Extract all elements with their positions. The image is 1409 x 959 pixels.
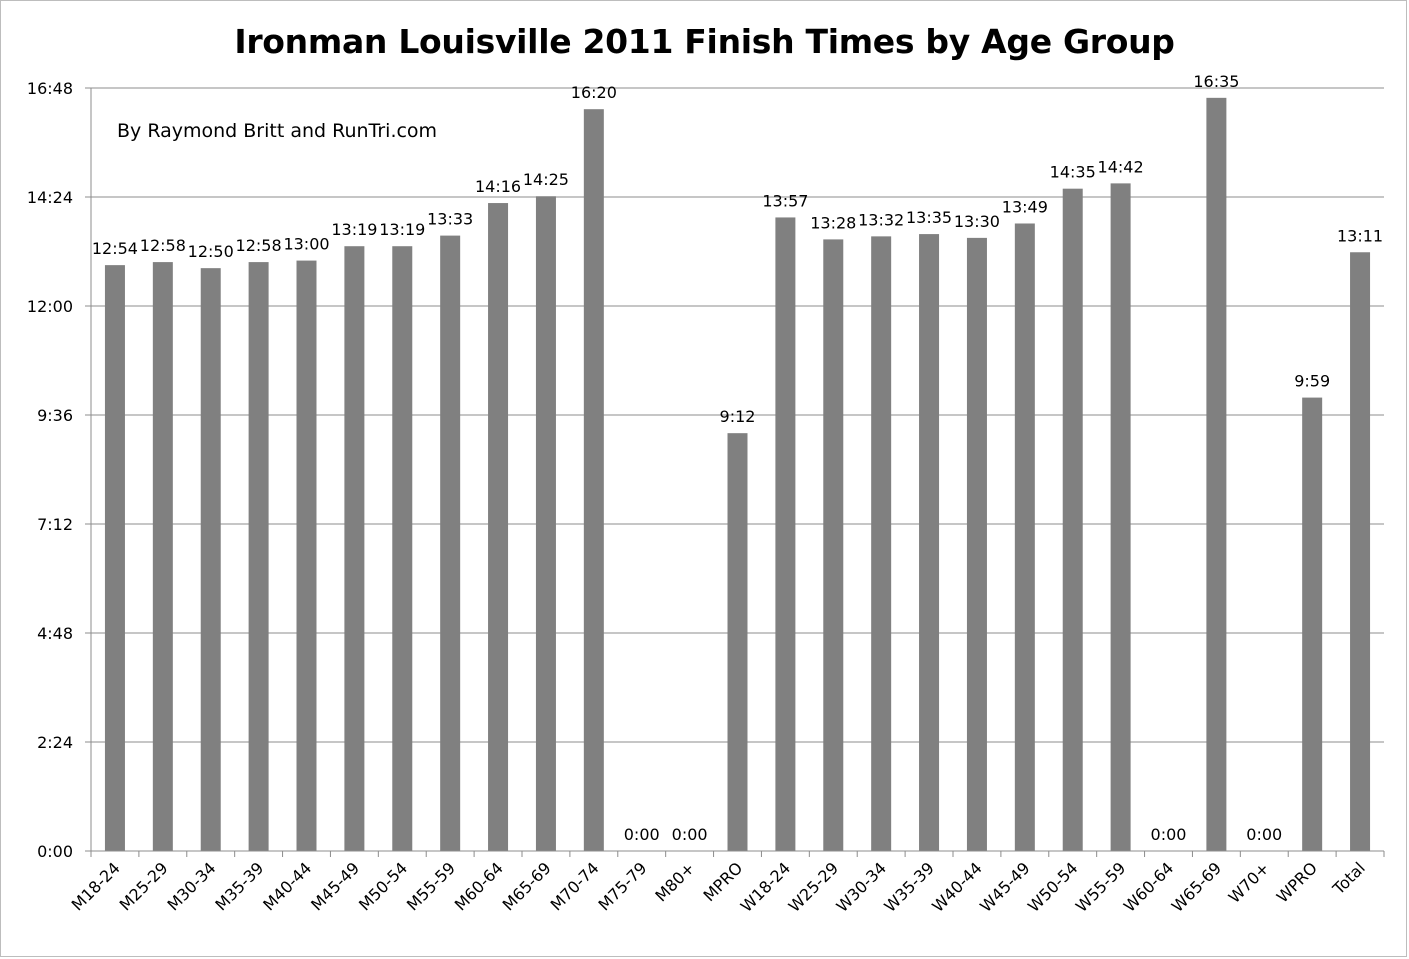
y-tick-label: 4:48: [37, 624, 73, 643]
x-tick-label: M18-24: [68, 858, 124, 914]
x-tick-label: W18-24: [737, 858, 794, 915]
bar: [488, 203, 509, 852]
x-tick-label: M45-49: [307, 858, 363, 914]
data-label: 12:58: [236, 236, 282, 255]
x-tick-label: M55-59: [403, 858, 459, 914]
x-axis-ticks: M18-24M25-29M30-34M35-39M40-44M45-49M50-…: [68, 858, 1369, 915]
bar: [919, 234, 940, 851]
bar: [344, 246, 365, 851]
bar: [535, 196, 556, 852]
bar: [1302, 397, 1323, 851]
bar: [152, 262, 173, 851]
x-tick-label: W70+: [1225, 858, 1274, 907]
data-label: 14:25: [523, 170, 569, 189]
x-tick-label: M40-44: [259, 858, 315, 914]
chart-title: Ironman Louisville 2011 Finish Times by …: [234, 22, 1175, 61]
data-label: 13:57: [762, 191, 808, 210]
bar: [1110, 183, 1131, 851]
data-label: 14:35: [1050, 163, 1096, 182]
y-tick-label: 12:00: [27, 297, 73, 316]
x-tick-label: M65-69: [499, 858, 555, 914]
x-tick-label: W45-49: [976, 858, 1033, 915]
x-tick-label: MPRO: [700, 858, 747, 905]
data-label: 13:19: [379, 220, 425, 239]
x-tick-label: W40-44: [928, 858, 985, 915]
data-label: 12:50: [188, 242, 234, 261]
x-tick-label: M75-79: [594, 858, 650, 914]
bar: [248, 262, 269, 851]
x-tick-label: W25-29: [785, 858, 842, 915]
data-label: 14:16: [475, 177, 521, 196]
x-tick-label: M30-34: [163, 858, 219, 914]
bar: [440, 235, 461, 851]
bar: [1014, 223, 1035, 852]
y-tick-label: 16:48: [27, 79, 73, 98]
data-label: 13:28: [810, 213, 856, 232]
data-label: 9:59: [1294, 372, 1330, 391]
axes: [90, 88, 1385, 857]
bar: [966, 237, 987, 851]
data-label: 9:12: [720, 407, 756, 426]
bar: [104, 265, 125, 851]
data-label: 12:58: [140, 236, 186, 255]
data-label: 16:35: [1193, 72, 1239, 91]
x-tick-label: M60-64: [451, 858, 507, 914]
bar: [392, 246, 413, 851]
bar: [1206, 97, 1227, 852]
x-tick-label: W60-64: [1120, 858, 1177, 915]
data-label: 0:00: [624, 825, 660, 844]
y-tick-label: 7:12: [37, 515, 73, 534]
x-tick-label: W55-59: [1072, 858, 1129, 915]
y-tick-label: 9:36: [37, 406, 73, 425]
x-tick-label: W35-39: [880, 858, 937, 915]
x-tick-label: M25-29: [116, 858, 172, 914]
bar: [583, 109, 604, 851]
data-label: 12:54: [92, 239, 138, 258]
x-tick-label: W50-54: [1024, 858, 1081, 915]
bar: [871, 236, 892, 852]
data-label: 13:11: [1337, 226, 1383, 245]
chart-annotation: By Raymond Britt and RunTri.com: [117, 120, 438, 142]
data-label: 13:30: [954, 212, 1000, 231]
data-label: 13:32: [858, 210, 904, 229]
y-tick-label: 0:00: [37, 842, 73, 861]
data-label: 13:19: [331, 220, 377, 239]
data-label: 0:00: [1151, 825, 1187, 844]
bar: [775, 217, 796, 851]
y-tick-label: 14:24: [27, 188, 73, 207]
bar: [1350, 252, 1371, 851]
x-tick-label: W30-34: [832, 858, 889, 915]
data-label: 13:33: [427, 210, 473, 229]
data-label: 0:00: [1246, 825, 1282, 844]
x-tick-label: M50-54: [355, 858, 411, 914]
data-label: 0:00: [672, 825, 708, 844]
bars: [104, 97, 1371, 852]
data-label: 13:00: [283, 235, 329, 254]
bar: [296, 260, 317, 851]
x-tick-label: M35-39: [211, 858, 267, 914]
x-tick-label: M70-74: [547, 858, 603, 914]
data-label: 13:35: [906, 208, 952, 227]
y-axis-ticks: 0:00 2:24 4:48 7:12 9:36 12:00 14:24 16:48: [27, 79, 91, 861]
bar: [200, 268, 221, 851]
x-tick-label: Total: [1328, 858, 1369, 899]
x-tick-label: W65-69: [1168, 858, 1225, 915]
bar: [823, 239, 844, 851]
data-label: 16:20: [571, 83, 617, 102]
data-label: 14:42: [1098, 157, 1144, 176]
y-tick-label: 2:24: [37, 733, 73, 752]
bar: [1062, 188, 1083, 852]
x-tick-label: M80+: [651, 858, 698, 905]
bar: [727, 433, 748, 851]
data-label: 13:49: [1002, 197, 1048, 216]
x-tick-label: WPRO: [1273, 858, 1321, 906]
